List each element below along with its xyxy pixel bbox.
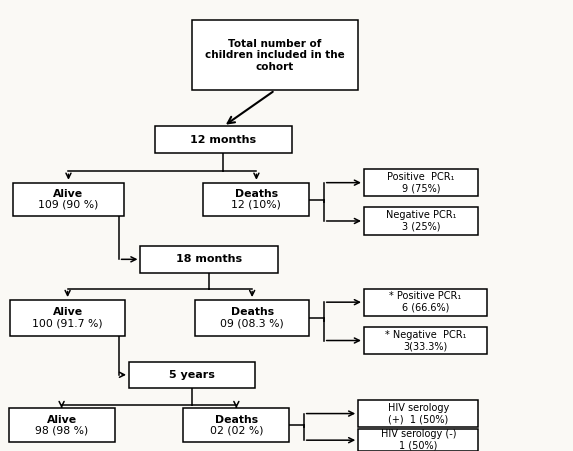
FancyBboxPatch shape xyxy=(195,300,309,336)
Text: 09 (08.3 %): 09 (08.3 %) xyxy=(220,318,284,328)
Text: Alive: Alive xyxy=(53,308,83,318)
Text: 98 (98 %): 98 (98 %) xyxy=(35,425,88,435)
FancyBboxPatch shape xyxy=(358,429,478,451)
FancyBboxPatch shape xyxy=(364,169,478,196)
FancyBboxPatch shape xyxy=(140,246,278,273)
FancyBboxPatch shape xyxy=(364,289,487,316)
FancyBboxPatch shape xyxy=(183,408,289,442)
Text: Deaths: Deaths xyxy=(235,189,278,199)
FancyBboxPatch shape xyxy=(10,300,125,336)
FancyBboxPatch shape xyxy=(203,183,309,216)
Text: Negative PCR₁
3 (25%): Negative PCR₁ 3 (25%) xyxy=(386,210,457,232)
Text: 12 months: 12 months xyxy=(190,135,257,145)
Text: HIV serology (-)
1 (50%): HIV serology (-) 1 (50%) xyxy=(380,429,456,451)
Text: 109 (90 %): 109 (90 %) xyxy=(38,200,99,210)
Text: Deaths: Deaths xyxy=(215,415,258,425)
Text: Alive: Alive xyxy=(53,189,84,199)
Text: HIV serology
(+)  1 (50%): HIV serology (+) 1 (50%) xyxy=(388,403,449,424)
FancyBboxPatch shape xyxy=(358,400,478,427)
Text: 100 (91.7 %): 100 (91.7 %) xyxy=(32,318,103,328)
FancyBboxPatch shape xyxy=(364,207,478,235)
Text: 02 (02 %): 02 (02 %) xyxy=(210,425,263,435)
FancyBboxPatch shape xyxy=(155,126,292,153)
Text: Positive  PCR₁
9 (75%): Positive PCR₁ 9 (75%) xyxy=(387,172,455,193)
Text: 12 (10%): 12 (10%) xyxy=(231,200,281,210)
FancyBboxPatch shape xyxy=(9,408,115,442)
FancyBboxPatch shape xyxy=(192,20,358,90)
Text: Total number of
children included in the
cohort: Total number of children included in the… xyxy=(205,39,345,72)
Text: Alive: Alive xyxy=(46,415,77,425)
FancyBboxPatch shape xyxy=(129,362,255,388)
FancyBboxPatch shape xyxy=(364,327,487,354)
Text: * Positive PCR₁
6 (66.6%): * Positive PCR₁ 6 (66.6%) xyxy=(389,291,462,313)
Text: * Negative  PCR₁
3(33.3%): * Negative PCR₁ 3(33.3%) xyxy=(384,330,466,351)
Text: 5 years: 5 years xyxy=(169,370,215,380)
FancyBboxPatch shape xyxy=(13,183,124,216)
Text: Deaths: Deaths xyxy=(230,308,274,318)
Text: 18 months: 18 months xyxy=(176,254,242,264)
